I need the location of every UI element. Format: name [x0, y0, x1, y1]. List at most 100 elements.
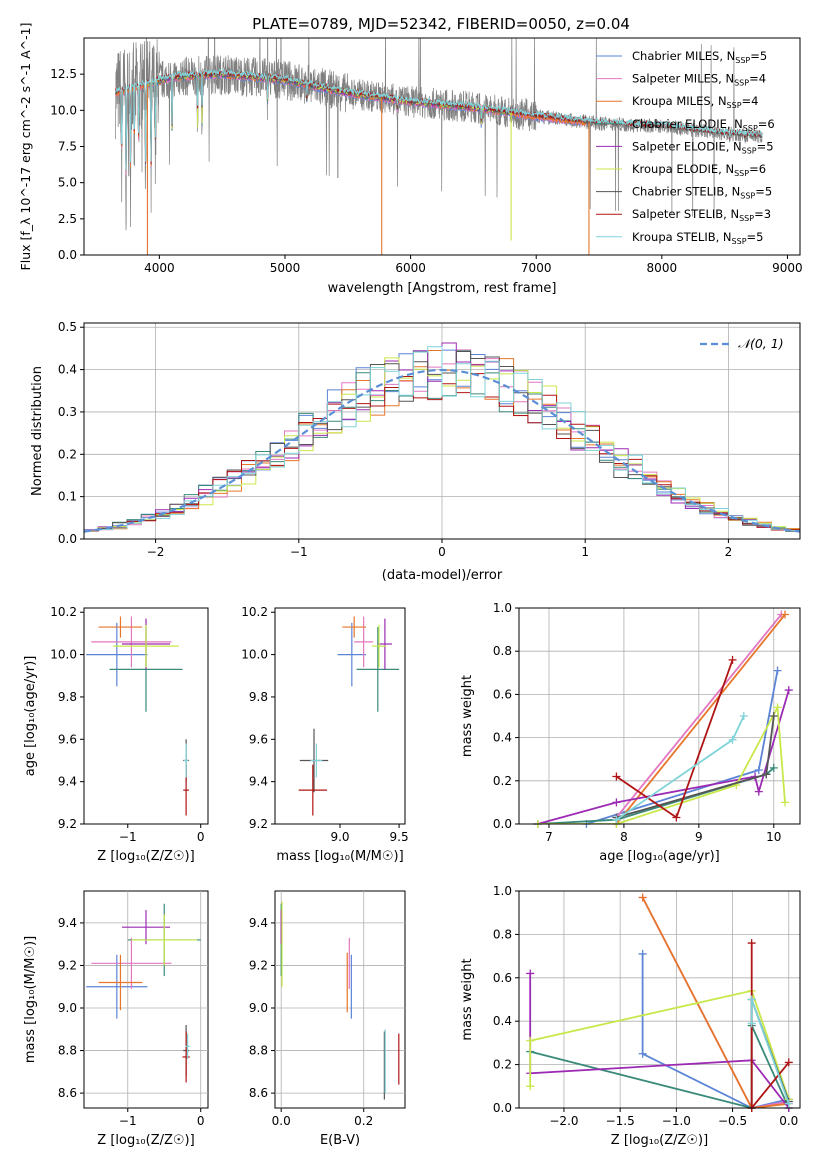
panels: 4000 5000 6000 7000 8000 90000.02.55.07.510.0… — [18, 23, 803, 1148]
x-tick-label: 7 — [545, 830, 553, 844]
weight-line-kroupa_miles — [641, 897, 789, 1108]
weight-marker — [526, 1082, 535, 1091]
y-tick-label: 0.1 — [58, 490, 77, 504]
x-tick-label: 0.0 — [272, 1114, 291, 1128]
weight-vs-z-panel: −2.0 −1.5 −1.0 −0.5 0.0 0.0 0.2 0.4 0.6 0.8 1.0 Z [… — [460, 884, 801, 1148]
y-tick-label: 9.6 — [249, 732, 268, 746]
weight-marker — [526, 1036, 535, 1045]
legend-entry: Kroupa ELODIE, NSSP=6 — [632, 162, 766, 178]
weight-line-chabrier_elodie — [537, 767, 775, 824]
x-axis-label: mass [log₁₀(M/M☉)] — [276, 849, 403, 864]
y-tick-label: 0.6 — [493, 687, 512, 701]
legend-subscript: SSP — [732, 237, 747, 246]
y-tick-label: 9.4 — [58, 916, 77, 930]
weight-marker — [638, 949, 647, 958]
figure-title: PLATE=0789, MJD=52342, FIBERID=0050, z=0… — [252, 15, 630, 33]
y-axis-label: Normed distribution — [30, 366, 45, 496]
x-tick-label: 8 — [620, 830, 628, 844]
legend-subscript: SSP — [734, 79, 749, 88]
x-tick-label: −2.0 — [549, 1114, 578, 1128]
legend-subscript: SSP — [739, 214, 754, 223]
weight-marker — [781, 610, 790, 619]
y-tick-label: 0.3 — [58, 405, 77, 419]
y-tick-label: 0.2 — [58, 447, 77, 461]
legend-entry: Salpeter MILES, NSSP=4 — [632, 72, 766, 88]
weight-line-chabrier_miles — [641, 953, 790, 1108]
legend-entry: Salpeter STELIB, NSSP=3 — [632, 207, 771, 223]
y-tick-label: 8.8 — [58, 1044, 77, 1058]
axes-frame — [83, 890, 209, 1109]
weight-marker — [747, 995, 756, 1004]
weight-marker — [773, 703, 782, 712]
y-tick-label: 10.0 — [50, 103, 77, 117]
x-axis-label: Z [log₁₀(Z/Z☉)] — [611, 1133, 708, 1148]
x-tick-label: −1.0 — [662, 1114, 691, 1128]
x-tick-label: 4000 — [144, 261, 175, 275]
weight-marker — [769, 763, 778, 772]
weight-line-salpeter_elodie — [529, 973, 790, 1108]
y-axis-label: age [log₁₀(age/yr)] — [23, 656, 38, 777]
weight-line-salpeter_stelib — [615, 659, 734, 819]
legend-entry: 𝒩(0, 1) — [738, 336, 784, 351]
model-line-salpeter_stelib — [114, 69, 763, 171]
x-tick-label: −1 — [290, 545, 308, 559]
legend-nssp: =4 — [742, 94, 759, 108]
y-tick-label: 8.6 — [249, 1086, 268, 1100]
y-tick-label: 9.4 — [249, 775, 268, 789]
legend-entry: Salpeter ELODIE, NSSP=5 — [632, 139, 774, 155]
y-tick-label: 9.2 — [58, 817, 77, 831]
weight-line-salpeter_miles — [615, 613, 782, 819]
legend-nssp: =3 — [754, 207, 771, 221]
x-tick-label: 9000 — [772, 261, 803, 275]
weight-marker — [754, 787, 763, 796]
gaussian-curve — [83, 368, 801, 533]
y-tick-label: 0.0 — [58, 248, 77, 262]
weight-marker — [612, 772, 621, 781]
y-axis-label: Flux [f_λ 10^-17 erg cm^-2 s^-1 A^-1] — [18, 23, 33, 271]
weight-line-kroupa_miles — [615, 613, 786, 824]
weight-marker — [784, 1099, 793, 1108]
legend-subscript: SSP — [734, 169, 749, 178]
legend-entry: Kroupa MILES, NSSP=4 — [632, 94, 758, 110]
x-tick-label: 9 — [695, 830, 703, 844]
weight-marker — [754, 766, 763, 774]
weight-marker — [747, 939, 756, 948]
x-tick-label: 0.2 — [354, 1114, 373, 1128]
weight-marker — [638, 1049, 647, 1058]
y-tick-label: 0.0 — [58, 532, 77, 546]
legend-nssp: =6 — [758, 117, 775, 131]
weight-line-kroupa_stelib — [750, 999, 790, 1105]
y-tick-label: 5.0 — [58, 176, 77, 190]
legend-nssp: =4 — [749, 72, 766, 86]
weight-marker — [739, 712, 748, 720]
x-tick-label: 2 — [725, 545, 733, 559]
x-axis-label: (data-model)/error — [382, 568, 503, 583]
age-vs-mass-panel: 9.0 9.5 9.2 9.4 9.6 9.8 10.0 10.2 mass [log₁₀(M/… — [241, 605, 408, 864]
weight-marker — [784, 1058, 793, 1067]
y-tick-label: 9.0 — [249, 1001, 268, 1015]
y-tick-label: 7.5 — [58, 140, 77, 154]
weight-marker — [526, 969, 535, 978]
y-tick-label: 9.4 — [58, 775, 77, 789]
histogram-kroupa_stelib — [84, 346, 800, 535]
y-tick-label: 0.8 — [493, 927, 512, 941]
x-tick-label: 7000 — [521, 261, 552, 275]
x-tick-label: 0 — [438, 545, 446, 559]
legend-subscript: SSP — [735, 56, 750, 65]
y-tick-label: 0.2 — [493, 774, 512, 788]
weight-marker — [781, 798, 790, 807]
weight-marker — [762, 770, 771, 779]
x-axis-label: Z [log₁₀(Z/Z☉)] — [97, 1133, 194, 1148]
weight-line-chabrier_elodie — [529, 1025, 790, 1108]
x-axis-label: Z [log₁₀(Z/Z☉)] — [97, 849, 194, 864]
y-tick-label: 0.4 — [493, 731, 512, 745]
y-tick-label: 10.2 — [50, 605, 77, 619]
y-tick-label: 0.0 — [493, 1101, 512, 1115]
axes-frame — [518, 890, 801, 1109]
weight-marker — [747, 1019, 756, 1028]
y-tick-label: 8.6 — [58, 1086, 77, 1100]
y-tick-label: 9.6 — [58, 732, 77, 746]
x-tick-label: 0 — [197, 830, 205, 844]
legend-subscript: SSP — [740, 192, 755, 201]
